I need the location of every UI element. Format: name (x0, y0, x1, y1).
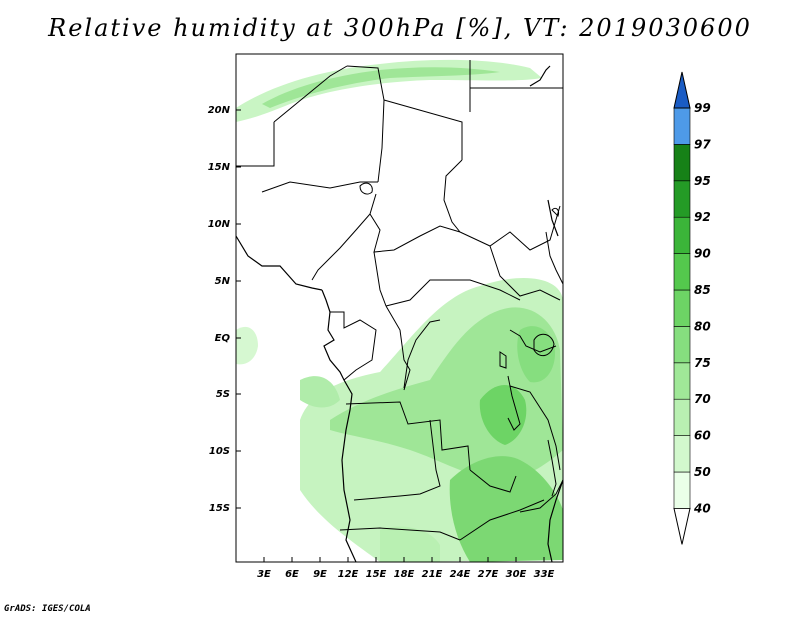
humidity-patch-west (236, 326, 258, 365)
humidity-band-sahara (236, 59, 542, 122)
lake-malawi (547, 439, 557, 497)
boundary-zambia-zimbabwe (459, 499, 545, 541)
boundary-algeria-niger (273, 65, 348, 123)
colorbar-label: 75 (694, 356, 711, 370)
boundary-drc-west (385, 305, 411, 391)
colorbar-label: 90 (694, 247, 711, 261)
colorbar-label: 92 (694, 210, 711, 224)
colorbar-labels: 40 50 60 70 75 80 85 90 92 95 97 99 (693, 101, 711, 515)
boundary-ethiopia (545, 231, 564, 285)
lat-label: 10N (208, 219, 231, 230)
congo-river (403, 319, 441, 389)
longitude-axis: 3E 6E 9E 12E 15E 18E 21E 24E 27E 30E 33E (257, 569, 554, 580)
map-frame (235, 53, 564, 563)
boundary-southsudan-drc (489, 245, 561, 301)
humidity-shading (236, 59, 563, 562)
humidity-region-southeast (449, 456, 563, 562)
colorbar-segment (673, 216, 691, 254)
colorbar-label: 40 (693, 501, 711, 515)
colorbar-segment (673, 253, 691, 291)
boundary-mozambique (519, 479, 564, 513)
lat-label: 5N (215, 276, 231, 287)
lake-tana (551, 207, 559, 217)
map-title: Relative humidity at 300hPa [%], VT: 201… (48, 14, 752, 42)
colorbar-segment (673, 326, 691, 364)
colorbar-segment (673, 144, 691, 182)
humidity-region-southwest (380, 526, 440, 562)
lat-label: 5S (216, 389, 230, 400)
boundary-angola-zambia (353, 419, 441, 501)
coast-mediterranean-egypt (529, 65, 551, 87)
lat-label: 15S (209, 503, 230, 514)
coast-gulf-guinea (321, 289, 357, 563)
colorbar-over-triangle (673, 71, 691, 109)
lon-label: 33E (534, 569, 555, 580)
colorbar-label: 85 (694, 283, 711, 297)
lon-label: 6E (285, 569, 299, 580)
lat-label: 20N (208, 105, 231, 116)
colorbar (673, 71, 691, 545)
lon-label: 3E (257, 569, 271, 580)
coastlines (235, 65, 564, 563)
colorbar-segment (673, 107, 691, 145)
lake-victoria (533, 333, 555, 357)
lat-label: EQ (215, 333, 231, 344)
boundary-angola-namibia (339, 527, 461, 541)
lake-chad (359, 182, 373, 195)
colorbar-segment (673, 471, 691, 509)
humidity-region-coast (300, 376, 340, 408)
lake-tanganyika (507, 375, 521, 431)
boundary-chad-sudan (443, 159, 463, 233)
lon-label: 27E (478, 569, 499, 580)
colorbar-label: 80 (694, 319, 711, 333)
lon-label: 12E (338, 569, 359, 580)
lon-label: 15E (366, 569, 387, 580)
latitude-ticks (236, 109, 241, 509)
colorbar-segment (673, 435, 691, 473)
colorbar-label: 50 (694, 465, 711, 479)
boundary-libya-chad (383, 99, 463, 160)
boundary-tanzania (509, 385, 561, 471)
colorbar-label: 70 (694, 392, 711, 406)
boundary-cameroon-car (373, 251, 387, 307)
credit-text: GrADS: IGES/COLA (4, 604, 91, 614)
boundary-drc-zambia (469, 469, 517, 493)
colorbar-under-triangle (673, 507, 691, 545)
boundary-niger-nigeria (261, 181, 378, 193)
lon-label: 21E (422, 569, 443, 580)
latitude-axis: 20N 15N 10N 5N EQ 5S 10S 15S (208, 105, 231, 514)
lon-label: 9E (313, 569, 327, 580)
coast-west-africa (235, 235, 323, 291)
coast-east-africa (547, 479, 564, 563)
colorbar-label: 99 (694, 101, 711, 115)
humidity-region-rift (517, 326, 556, 383)
boundary-east-africa (509, 329, 557, 353)
lat-label: 15N (208, 162, 231, 173)
boundary-chad-car (369, 213, 461, 253)
lake-kivu (499, 351, 507, 369)
colorbar-segment (673, 398, 691, 436)
boundary-sudan-southsudan (459, 205, 561, 251)
inland-water (359, 182, 559, 497)
colorbar-segment (673, 180, 691, 218)
boundary-nigeria-cameroon (311, 193, 377, 281)
colorbar-segment (673, 362, 691, 400)
lon-label: 18E (394, 569, 415, 580)
lon-label: 24E (450, 569, 471, 580)
coast-red-sea (547, 199, 559, 237)
lat-label: 10S (209, 446, 230, 457)
lon-label: 30E (506, 569, 527, 580)
boundary-mali-niger (236, 122, 275, 167)
colorbar-label: 95 (694, 174, 711, 188)
boundary-congo (330, 311, 377, 381)
colorbar-label: 97 (694, 137, 711, 151)
colorbar-segment (673, 289, 691, 327)
country-boundaries (236, 60, 564, 541)
colorbar-label: 60 (694, 429, 711, 443)
boundary-drc-angola (345, 401, 471, 471)
humidity-band-sahara-core (262, 67, 500, 108)
boundary-car-drc (385, 279, 521, 307)
longitude-ticks (263, 557, 545, 562)
